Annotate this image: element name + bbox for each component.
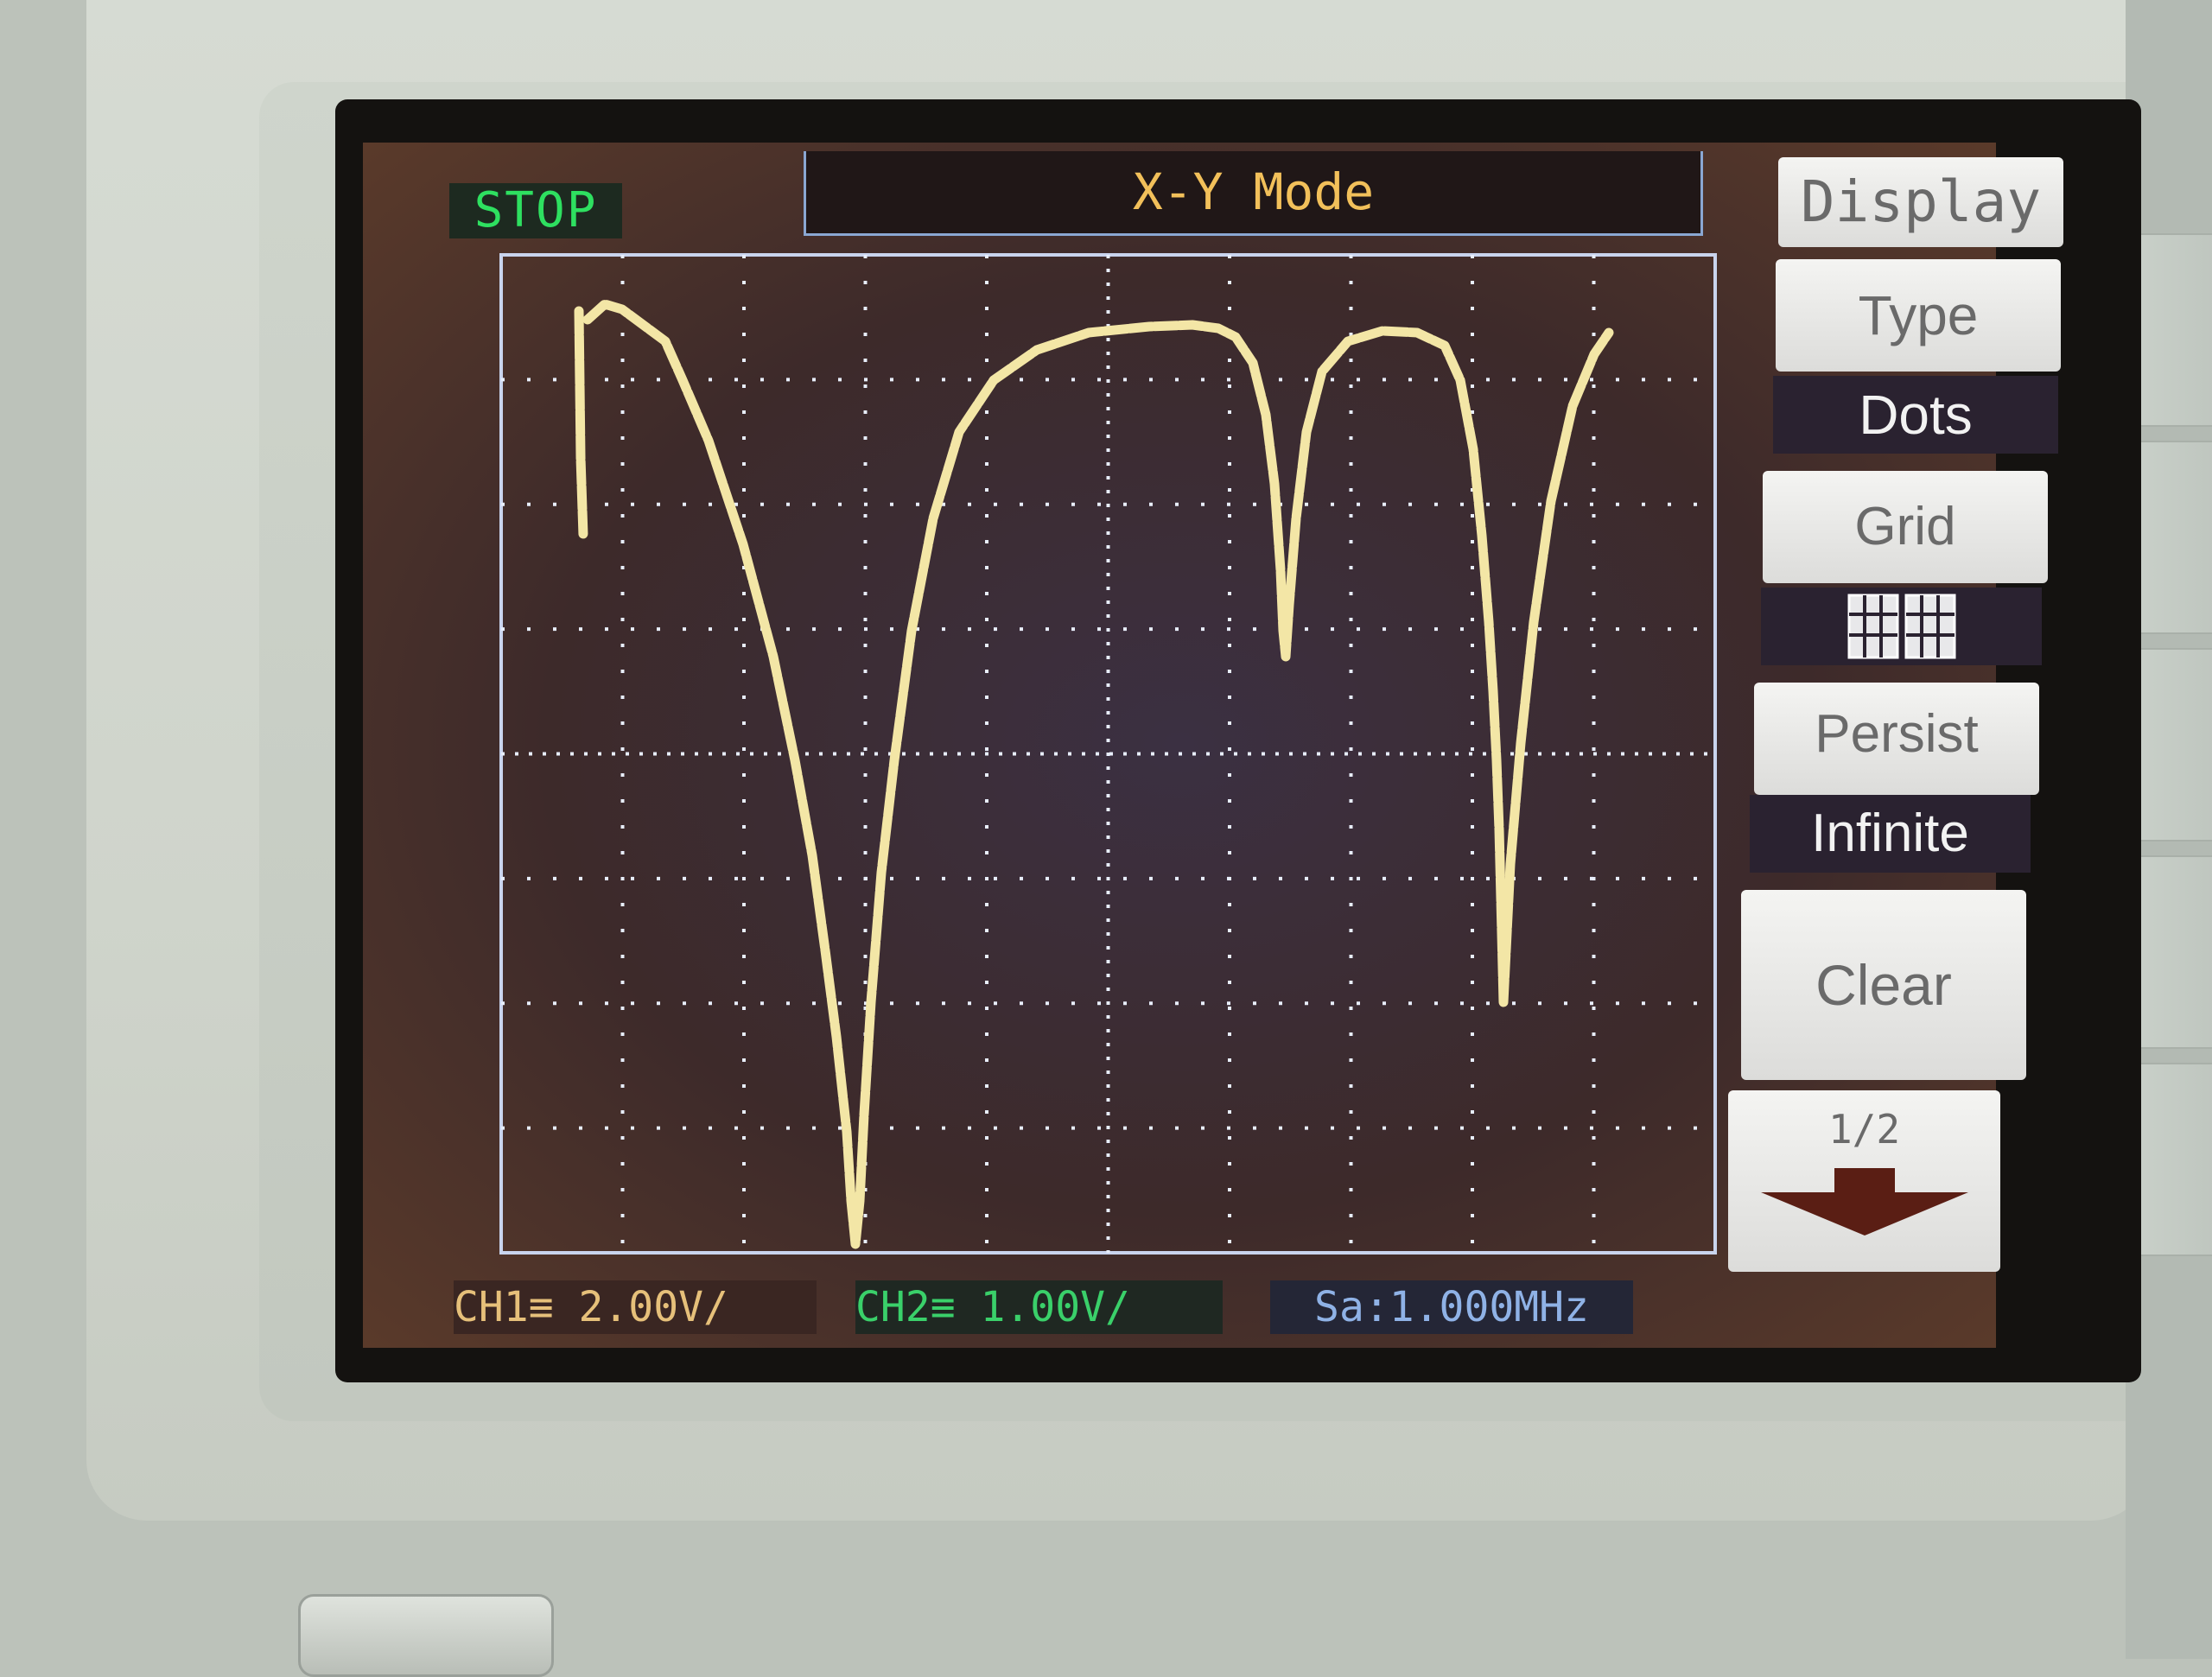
ch2-scale[interactable]: CH2≡ 1.00V/ [855,1280,1223,1334]
type-value: Dots [1773,376,2058,454]
persist-label: Persist [1815,704,1979,764]
trace-segment-right [1498,327,1614,1007]
grid-value [1761,588,2042,665]
lcd-display [363,143,1996,1348]
clear-label: Clear [1815,953,1952,1017]
down-arrow-icon [1760,1168,1968,1236]
waveform-trace [574,299,1614,1249]
persist-value: Infinite [1750,795,2031,873]
full-grid-icon [1847,594,1955,659]
grid-button[interactable]: Grid [1763,471,2048,583]
mode-title: X-Y Mode [804,151,1703,236]
page-indicator: 1/2 [1827,1106,1901,1153]
type-label: Type [1858,284,1979,346]
run-state-badge[interactable]: STOP [449,183,622,238]
type-button[interactable]: Type [1776,259,2061,372]
ch1-scale[interactable]: CH1≡ 2.00V/ [454,1280,817,1334]
next-page-button[interactable]: 1/2 [1728,1090,2000,1272]
menu-title: Display [1778,157,2063,247]
persist-button[interactable]: Persist [1754,683,2039,795]
trace-segment-left [574,306,588,541]
sample-rate: Sa:1.000MHz [1270,1280,1633,1334]
graticule [499,253,1717,1255]
clear-button[interactable]: Clear [1741,890,2026,1080]
trace-segment-main [582,299,1509,1249]
grid-label: Grid [1854,497,1956,556]
